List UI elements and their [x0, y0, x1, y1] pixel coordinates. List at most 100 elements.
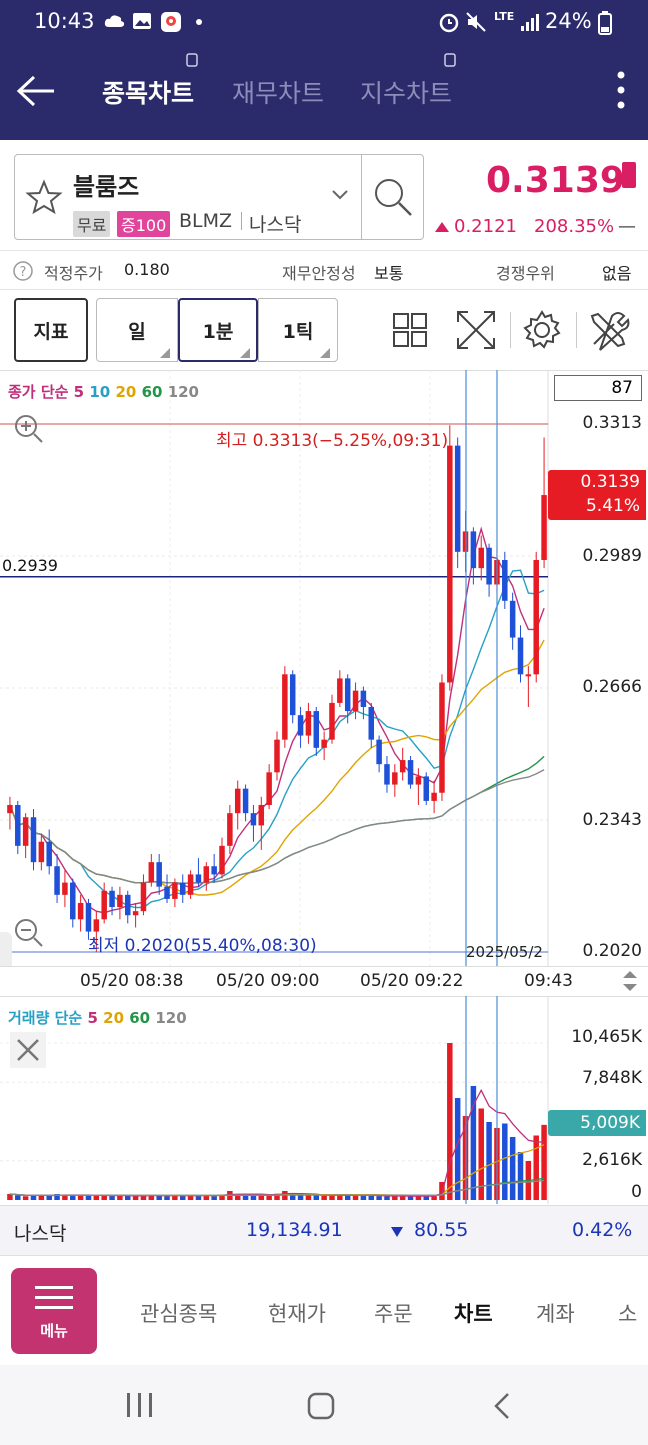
period-day-button[interactable]: 일	[96, 298, 178, 362]
volume-bar	[234, 1194, 241, 1200]
zoom-in-icon[interactable]	[12, 412, 44, 444]
volume-bar	[502, 1123, 508, 1200]
back-arrow-icon[interactable]	[16, 74, 56, 108]
candle	[15, 804, 21, 846]
menu-account[interactable]: 계좌	[536, 1302, 575, 1326]
help-icon[interactable]: ?	[12, 260, 34, 282]
market-change: 80.55	[414, 1219, 469, 1241]
more-options-icon[interactable]	[614, 70, 628, 110]
candle	[227, 813, 233, 846]
period-minute-button[interactable]: 1분	[178, 298, 258, 362]
menu-current-price[interactable]: 현재가	[268, 1302, 326, 1326]
volume-bar	[313, 1195, 320, 1200]
visible-count-box[interactable]: 87	[554, 375, 642, 401]
candle	[533, 559, 539, 675]
scroll-arrows-icon[interactable]	[620, 968, 640, 994]
star-icon[interactable]	[25, 179, 63, 217]
market-index-bar[interactable]: 나스닥 19,134.91 80.55 0.42%	[0, 1205, 648, 1255]
low-price-label: 최저 0.2020(55.40%,08:30)	[88, 936, 317, 956]
volume-bar	[431, 1196, 437, 1200]
indicator-button[interactable]: 지표	[14, 298, 88, 362]
home-icon[interactable]	[306, 1391, 336, 1421]
volume-bar	[164, 1196, 170, 1200]
volume-bar	[85, 1195, 92, 1200]
candle	[470, 531, 477, 569]
volume-bar	[172, 1195, 178, 1200]
up-triangle-icon	[435, 222, 449, 232]
legend-title: 종가 단순	[8, 383, 69, 401]
candle	[250, 813, 257, 826]
stability-label: 재무안정성	[282, 264, 356, 283]
fullscreen-icon[interactable]	[452, 306, 500, 354]
candle	[376, 739, 382, 765]
ticker: BLMZ	[179, 210, 233, 232]
tools-icon[interactable]	[584, 306, 632, 354]
period-tick-button[interactable]: 1틱	[258, 298, 338, 362]
volume-bar	[62, 1195, 68, 1200]
tab-stock-chart[interactable]: 종목차트	[102, 79, 195, 108]
menu-watchlist[interactable]: 관심종목	[140, 1302, 218, 1326]
volume-bar	[195, 1195, 202, 1200]
search-icon[interactable]	[371, 175, 415, 219]
bottom-menu: 메뉴 관심종목 현재가 주문 차트 계좌 소	[0, 1255, 648, 1365]
stock-name: 블룸즈	[73, 173, 140, 201]
candle	[431, 792, 437, 801]
candle	[313, 711, 320, 748]
dropdown-corner-icon	[320, 348, 330, 358]
more-notifications-dot	[196, 19, 202, 25]
gear-icon[interactable]	[518, 306, 566, 354]
volume-chart-panel[interactable]	[0, 996, 648, 1204]
volume-y-label: 0	[631, 1182, 642, 1202]
candle	[22, 817, 29, 846]
volume-y-label: 7,848K	[582, 1068, 642, 1088]
zoom-out-icon[interactable]	[12, 916, 44, 948]
volume-bar	[211, 1195, 217, 1200]
tab-financial-chart[interactable]: 재무차트	[232, 79, 325, 108]
candle	[344, 678, 351, 712]
candle	[219, 845, 225, 875]
candle	[156, 862, 162, 887]
chevron-down-icon[interactable]	[331, 189, 349, 201]
volume-chart-plot[interactable]	[0, 996, 648, 1204]
layout-grid-icon[interactable]	[386, 306, 434, 354]
volume-bar	[77, 1195, 84, 1200]
volume-bar	[329, 1195, 335, 1200]
candle	[352, 690, 359, 712]
status-bar: 10:43 LTE 24%	[0, 0, 648, 44]
divider	[576, 312, 577, 348]
volume-bar	[46, 1195, 52, 1200]
volume-bar	[250, 1195, 257, 1200]
close-icon[interactable]	[10, 1032, 46, 1068]
menu-more[interactable]: 소	[618, 1302, 638, 1326]
volume-legend-ma-20: 20	[103, 1009, 125, 1027]
ma-120-line	[9, 769, 545, 885]
price-chart-plot[interactable]	[0, 370, 648, 966]
recent-apps-icon[interactable]	[124, 1391, 156, 1419]
candle	[392, 772, 398, 785]
y-axis-label: 0.2343	[582, 810, 642, 830]
stock-selector[interactable]: 블룸즈 무료 증100 BLMZ 나스닥	[14, 154, 424, 240]
menu-chart[interactable]: 차트	[454, 1302, 493, 1326]
tab-index-chart[interactable]: 지수차트	[360, 79, 453, 108]
fair-price-value: 0.180	[124, 260, 170, 279]
volume-bar	[219, 1194, 225, 1200]
volume-legend-ma-120: 120	[155, 1009, 187, 1027]
candle	[172, 882, 178, 899]
y-axis-label: 0.2989	[582, 546, 642, 566]
menu-button[interactable]: 메뉴	[11, 1268, 97, 1354]
volume-bar	[117, 1195, 123, 1200]
candle	[93, 919, 100, 932]
menu-label: 메뉴	[40, 1322, 68, 1340]
volume-bar	[109, 1196, 115, 1200]
back-nav-icon[interactable]	[490, 1391, 514, 1421]
candle	[187, 874, 194, 895]
price-chart-panel[interactable]: 종가 단순 5 10 20 60 120 87	[0, 370, 648, 966]
y-axis-label: 0.2666	[582, 677, 642, 697]
volume-ma-120-line	[9, 1179, 545, 1197]
menu-order[interactable]: 주문	[374, 1302, 413, 1326]
dropdown-corner-icon	[160, 348, 170, 358]
volume-y-label: 10,465K	[571, 1027, 642, 1047]
volume-bar	[187, 1195, 194, 1200]
candle	[423, 776, 429, 801]
candle	[337, 678, 343, 703]
